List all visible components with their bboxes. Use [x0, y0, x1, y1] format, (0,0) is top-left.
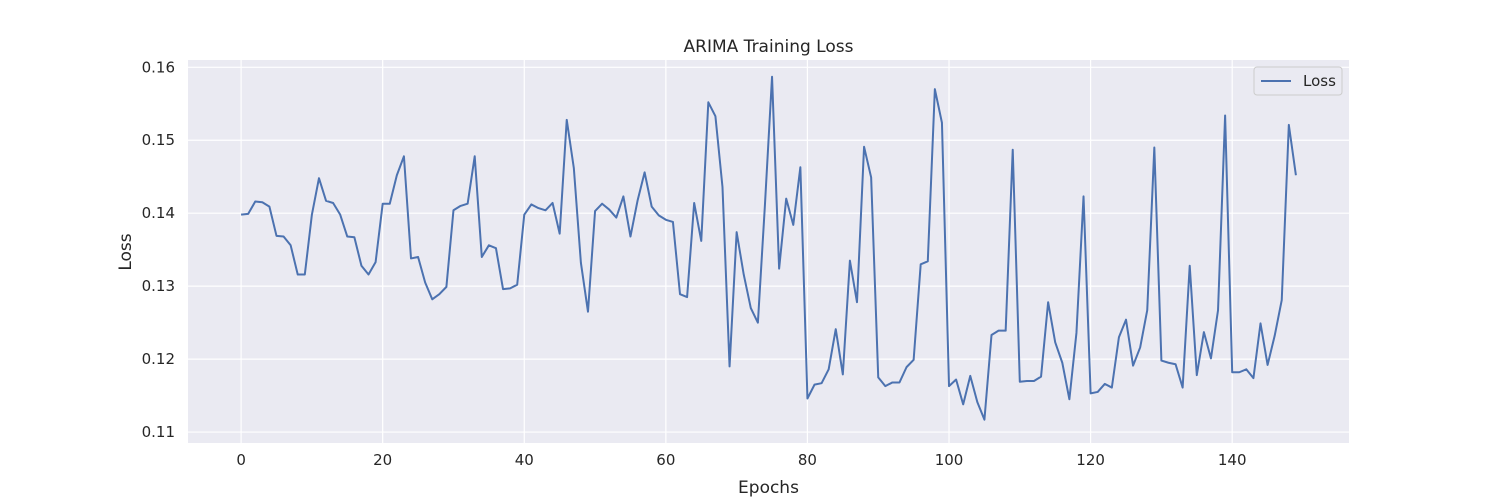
x-tick-labels: 0 20 40 60 80 100 120 140 [236, 451, 1246, 469]
legend-label-loss: Loss [1303, 72, 1336, 90]
y-axis-label: Loss [116, 233, 136, 270]
y-tick-labels: 0.11 0.12 0.13 0.14 0.15 0.16 [142, 58, 175, 441]
x-tick-label: 80 [798, 451, 817, 469]
x-axis-label: Epochs [738, 478, 799, 498]
y-tick-label: 0.13 [142, 277, 175, 295]
x-tick-label: 140 [1218, 451, 1247, 469]
y-tick-label: 0.16 [142, 58, 175, 76]
x-tick-label: 120 [1076, 451, 1105, 469]
plot-area [188, 60, 1349, 443]
x-tick-label: 60 [656, 451, 675, 469]
x-tick-label: 20 [373, 451, 392, 469]
chart-title: ARIMA Training Loss [684, 37, 854, 57]
legend-box [1253, 66, 1343, 96]
y-tick-label: 0.14 [142, 204, 175, 222]
y-tick-label: 0.11 [142, 423, 175, 441]
y-tick-label: 0.15 [142, 131, 175, 149]
x-tick-label: 0 [236, 451, 246, 469]
series-lines [240, 75, 1297, 421]
series-line-loss [240, 75, 1297, 421]
x-tick-label: 40 [515, 451, 534, 469]
y-tick-label: 0.12 [142, 350, 175, 368]
legend: Loss [1253, 66, 1343, 96]
x-tick-label: 100 [935, 451, 964, 469]
